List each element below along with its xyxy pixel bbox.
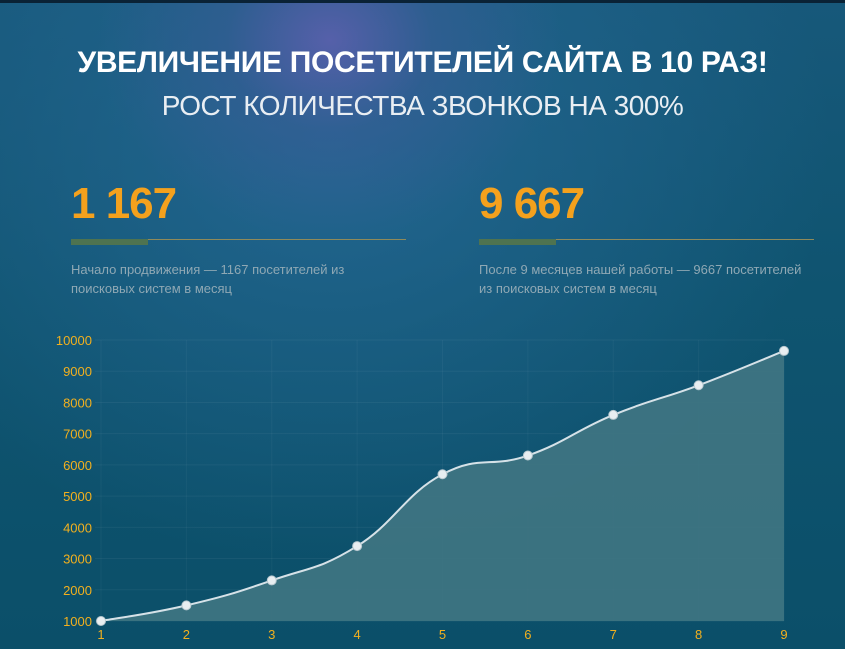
data-point[interactable] xyxy=(437,469,448,480)
stat-start-description: Начало продвижения — 1167 посетителей из… xyxy=(71,262,345,296)
y-tick-label: 6000 xyxy=(63,458,92,473)
x-tick-label: 3 xyxy=(268,627,275,642)
x-tick-label: 8 xyxy=(695,627,702,642)
stat-start-progress-fill xyxy=(71,239,149,245)
y-tick-label: 10000 xyxy=(56,333,92,348)
x-axis-ticks: 1 2 3 4 5 6 7 8 9 xyxy=(97,627,787,642)
data-point[interactable] xyxy=(266,575,277,586)
data-point[interactable] xyxy=(608,409,619,420)
stat-start-progress-track xyxy=(71,239,406,245)
stat-result-value: 9 667 xyxy=(479,179,585,228)
data-point[interactable] xyxy=(522,450,533,461)
stat-result-progress-fill xyxy=(479,239,557,245)
y-tick-label: 7000 xyxy=(63,427,92,442)
stat-start: 1 167 Начало продвижения — 1167 посетите… xyxy=(71,178,406,298)
x-tick-label: 2 xyxy=(183,627,190,642)
y-tick-label: 8000 xyxy=(63,395,92,410)
stat-start-value: 1 167 xyxy=(71,179,177,228)
x-tick-label: 7 xyxy=(610,627,617,642)
y-axis-ticks: 1000 2000 3000 4000 5000 6000 7000 8000 9000 1000… xyxy=(56,333,92,629)
data-point[interactable] xyxy=(181,600,192,611)
x-tick-label: 4 xyxy=(354,627,361,642)
stat-result-description: После 9 месяцев нашей работы — 9667 посе… xyxy=(479,262,802,296)
stat-result: 9 667 После 9 месяцев нашей работы — 966… xyxy=(479,178,814,298)
page-title: УВЕЛИЧЕНИЕ ПОСЕТИТЕЛЕЙ САЙТА В 10 РАЗ! xyxy=(77,46,768,79)
data-point[interactable] xyxy=(352,541,363,552)
y-tick-label: 2000 xyxy=(63,583,92,598)
x-tick-label: 1 xyxy=(97,627,104,642)
data-point[interactable] xyxy=(96,616,106,626)
x-tick-label: 9 xyxy=(780,627,787,642)
page-subtitle: РОСТ КОЛИЧЕСТВА ЗВОНКОВ НА 300% xyxy=(161,90,684,121)
chart-points xyxy=(96,345,789,626)
data-point[interactable] xyxy=(779,345,789,356)
data-point[interactable] xyxy=(693,380,704,391)
x-tick-label: 6 xyxy=(524,627,531,642)
y-tick-label: 4000 xyxy=(63,520,92,535)
stat-result-progress-track xyxy=(479,239,814,245)
y-tick-label: 9000 xyxy=(63,364,92,379)
top-border xyxy=(0,0,845,3)
y-tick-label: 3000 xyxy=(63,552,92,567)
y-tick-label: 5000 xyxy=(63,489,92,504)
y-tick-label: 1000 xyxy=(63,614,92,629)
visitors-growth-chart: 1000 2000 3000 4000 5000 6000 7000 8000 9000 1000… xyxy=(56,333,789,642)
x-tick-label: 5 xyxy=(439,627,446,642)
